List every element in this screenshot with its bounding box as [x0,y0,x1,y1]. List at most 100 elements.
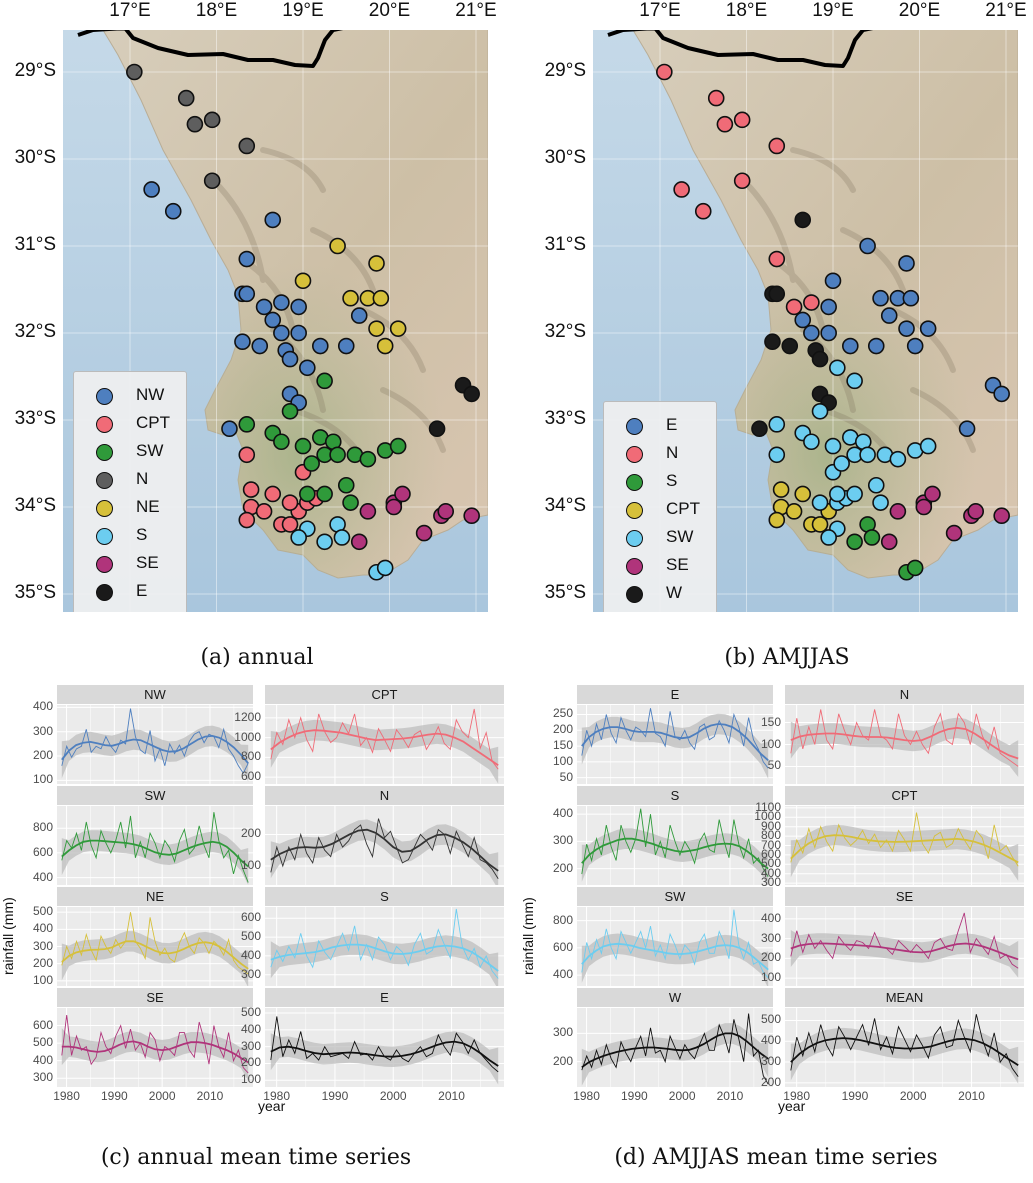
station-marker[interactable] [238,446,256,464]
station-marker[interactable] [186,115,204,133]
station-marker[interactable] [785,298,803,316]
station-marker[interactable] [772,481,790,498]
station-marker[interactable] [880,533,898,551]
station-marker[interactable] [342,289,359,307]
station-marker[interactable] [428,420,446,438]
station-marker[interactable] [264,311,282,329]
station-marker[interactable] [863,529,881,546]
station-marker[interactable] [919,320,937,337]
station-marker[interactable] [394,485,411,503]
station-marker[interactable] [359,503,377,520]
station-marker[interactable] [372,289,390,307]
station-marker[interactable] [463,507,480,525]
station-marker[interactable] [811,402,829,420]
station-marker[interactable] [785,503,803,520]
station-marker[interactable] [234,333,251,351]
station-marker[interactable] [859,237,876,255]
station-marker[interactable] [242,481,260,498]
station-marker[interactable] [294,272,312,290]
station-marker[interactable] [833,455,850,472]
station-marker[interactable] [824,437,842,455]
station-marker[interactable] [846,533,863,551]
station-marker[interactable] [350,533,368,551]
station-marker[interactable] [316,533,333,551]
station-marker[interactable] [768,250,786,268]
station-marker[interactable] [238,137,256,155]
station-marker[interactable] [281,350,299,368]
station-marker[interactable] [898,320,915,337]
station-marker[interactable] [993,507,1010,525]
station-marker[interactable] [902,289,920,307]
station-marker[interactable] [303,455,320,472]
station-marker[interactable] [143,181,160,198]
station-marker[interactable] [707,89,725,107]
station-marker[interactable] [281,402,299,420]
station-marker[interactable] [273,324,290,342]
station-marker[interactable] [238,285,256,303]
station-marker[interactable] [872,289,889,307]
station-marker[interactable] [803,433,820,451]
station-marker[interactable] [359,450,377,468]
station-marker[interactable] [333,529,351,546]
station-marker[interactable] [463,385,480,403]
station-marker[interactable] [945,524,963,542]
station-marker[interactable] [385,498,403,516]
station-marker[interactable] [299,485,316,503]
station-marker[interactable] [967,503,985,520]
station-marker[interactable] [281,516,299,533]
station-marker[interactable] [829,485,846,503]
station-marker[interactable] [846,372,863,390]
station-marker[interactable] [221,420,238,438]
station-marker[interactable] [251,337,269,355]
station-marker[interactable] [389,437,407,455]
station-marker[interactable] [829,359,846,377]
station-marker[interactable] [768,511,786,529]
station-marker[interactable] [437,503,455,520]
station-marker[interactable] [781,337,799,355]
map-frame[interactable]: E N S CPT SW SE W [593,30,1018,612]
station-marker[interactable] [255,503,273,520]
station-marker[interactable] [811,494,829,511]
station-marker[interactable] [376,337,394,355]
station-marker[interactable] [203,172,221,190]
station-marker[interactable] [164,202,182,220]
station-marker[interactable] [294,437,312,455]
station-marker[interactable] [415,524,433,542]
station-marker[interactable] [924,485,941,503]
station-marker[interactable] [898,255,915,272]
station-marker[interactable] [993,385,1010,403]
station-marker[interactable] [859,446,876,464]
station-marker[interactable] [342,494,359,511]
station-marker[interactable] [350,307,368,324]
station-marker[interactable] [368,320,385,337]
station-marker[interactable] [820,298,837,316]
station-marker[interactable] [376,559,394,577]
station-marker[interactable] [820,529,837,546]
station-marker[interactable] [290,529,307,546]
station-marker[interactable] [311,337,329,355]
station-marker[interactable] [238,250,256,268]
station-marker[interactable] [299,359,316,377]
station-marker[interactable] [329,237,346,255]
station-marker[interactable] [281,494,299,511]
station-marker[interactable] [794,211,812,229]
station-marker[interactable] [794,485,812,503]
station-marker[interactable] [126,63,143,81]
station-marker[interactable] [803,294,820,311]
station-marker[interactable] [368,255,385,272]
station-marker[interactable] [273,433,290,451]
map-frame[interactable]: NW CPT SW N NE S SE E [63,30,488,612]
station-marker[interactable] [764,333,781,351]
station-marker[interactable] [264,211,282,229]
station-marker[interactable] [841,337,859,355]
station-marker[interactable] [337,337,355,355]
station-marker[interactable] [820,324,837,342]
station-marker[interactable] [255,298,273,316]
station-marker[interactable] [337,476,355,494]
station-marker[interactable] [389,320,407,337]
station-marker[interactable] [906,559,924,577]
station-marker[interactable] [811,350,829,368]
station-marker[interactable] [716,115,734,133]
station-marker[interactable] [794,311,812,329]
station-marker[interactable] [694,202,712,220]
